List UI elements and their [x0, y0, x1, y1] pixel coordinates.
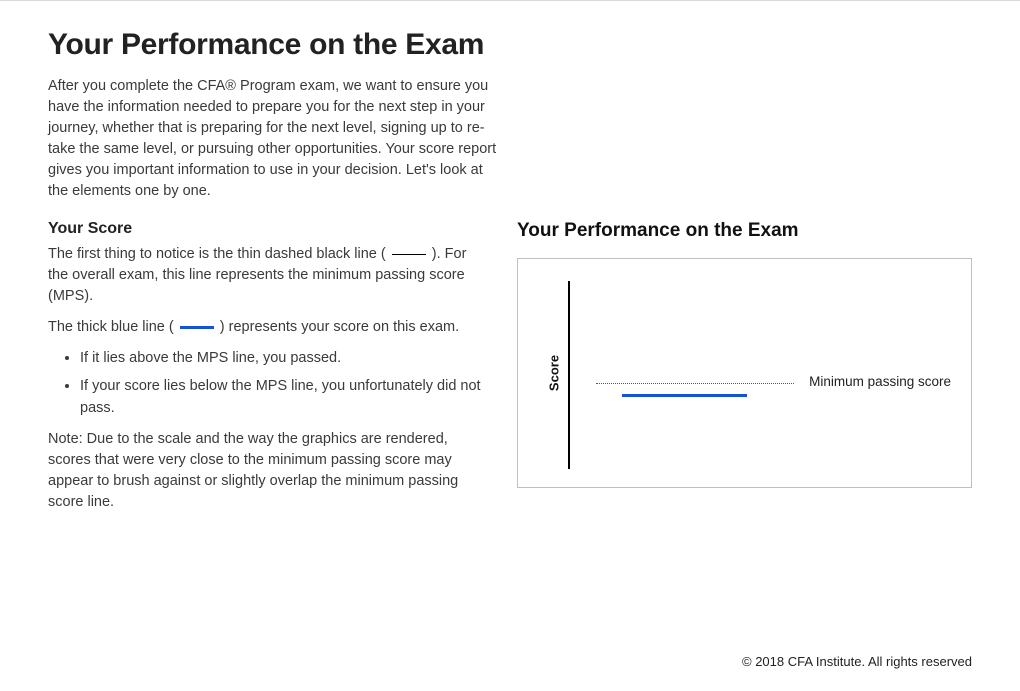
y-axis-line: [568, 281, 570, 469]
intro-paragraph: After you complete the CFA® Program exam…: [48, 76, 498, 202]
left-column: Your Score The first thing to notice is …: [48, 220, 485, 523]
scale-note: Note: Due to the scale and the way the g…: [48, 429, 485, 513]
list-item: If it lies above the MPS line, you passe…: [80, 348, 485, 370]
list-item: If your score lies below the MPS line, y…: [80, 376, 485, 420]
mps-dashed-line: [596, 383, 794, 384]
p2-part-a: The thick blue line (: [48, 319, 174, 335]
blue-line-explainer: The thick blue line ( ) represents your …: [48, 317, 485, 338]
mps-label: Minimum passing score: [809, 374, 951, 389]
your-score-heading: Your Score: [48, 220, 485, 238]
page-title: Your Performance on the Exam: [48, 28, 972, 62]
p1-part-a: The first thing to notice is the thin da…: [48, 246, 386, 262]
mps-line-explainer: The first thing to notice is the thin da…: [48, 244, 485, 307]
y-axis-label: Score: [547, 355, 562, 391]
page-top-rule: [0, 0, 1020, 1]
dashed-line-sample-icon: [392, 254, 426, 255]
blue-line-sample-icon: [180, 326, 214, 329]
chart-title: Your Performance on the Exam: [517, 220, 972, 242]
score-bullets: If it lies above the MPS line, you passe…: [48, 348, 485, 419]
score-blue-line: [622, 394, 747, 397]
plot-area: Minimum passing score: [568, 281, 957, 469]
right-column: Your Performance on the Exam Score Minim…: [517, 220, 972, 523]
score-chart: Score Minimum passing score: [517, 258, 972, 488]
p2-part-b: ) represents your score on this exam.: [220, 319, 459, 335]
copyright-footer: © 2018 CFA Institute. All rights reserve…: [742, 654, 972, 669]
